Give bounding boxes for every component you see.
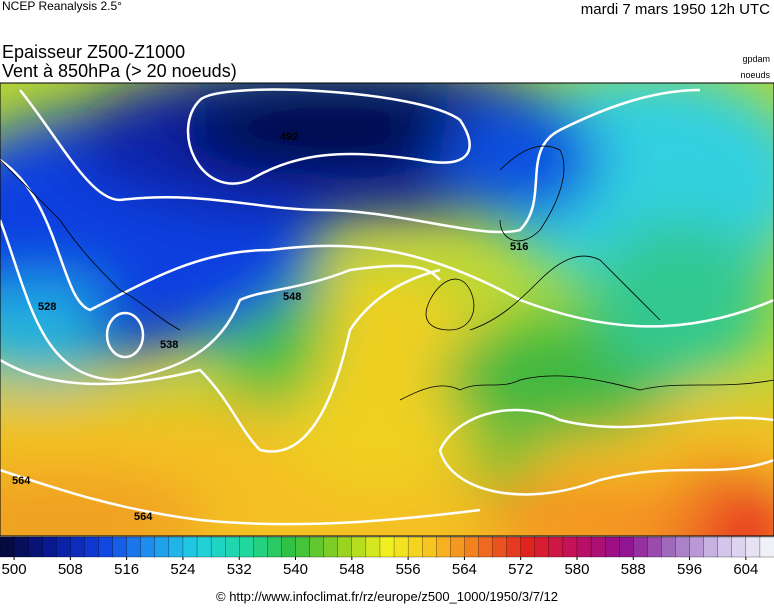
colorbar-tick-label: 604 <box>733 561 758 578</box>
colorbar-cell <box>168 536 184 558</box>
colorbar-cell <box>182 536 198 558</box>
colorbar-cell <box>548 536 564 558</box>
colorbar-cell <box>407 536 423 558</box>
map: 492 516 528 538 548 564 564 <box>0 83 774 536</box>
title-line2: Vent à 850hPa (> 20 noeuds) <box>2 61 237 81</box>
contour-label: 528 <box>38 301 56 313</box>
unit-wind: noeuds <box>740 70 770 80</box>
colorbar-cell <box>154 536 170 558</box>
colorbar-cell <box>717 536 733 558</box>
colorbar-cell <box>436 536 451 558</box>
colorbar-cell <box>661 536 677 558</box>
colorbar-cell <box>27 536 43 558</box>
contour-label: 564 <box>12 475 31 487</box>
colorbar-tick-label: 540 <box>283 561 308 578</box>
colorbar-tick-label: 556 <box>396 561 421 578</box>
colorbar-tick-label: 500 <box>2 561 27 578</box>
colorbar-cell <box>478 536 494 558</box>
colorbar-cell <box>534 536 550 558</box>
colorbar-cell <box>422 536 437 558</box>
colorbar-cell <box>590 536 606 558</box>
title-line1: Epaisseur Z500-Z1000 <box>2 42 185 62</box>
colorbar-tick-label: 596 <box>677 561 702 578</box>
colorbar-cell <box>323 536 339 558</box>
colorbar-cell <box>309 536 325 558</box>
colorbar-cell <box>604 536 620 558</box>
colorbar-tick-label: 508 <box>58 561 83 578</box>
colorbar-cell <box>112 536 128 558</box>
colorbar-cell <box>196 536 212 558</box>
colorbar-cell <box>689 536 705 558</box>
colorbar-cell <box>562 536 578 558</box>
colorbar-cell <box>365 536 381 558</box>
footer: © http://www.infoclimat.fr/rz/europe/z50… <box>216 589 558 604</box>
colorbar-cell <box>56 536 72 558</box>
colorbar-cell <box>351 536 367 558</box>
colorbar-tick-label: 588 <box>621 561 646 578</box>
colorbar-cell <box>576 536 592 558</box>
colorbar-cell <box>703 536 719 558</box>
colorbar-tick-label: 524 <box>170 561 195 578</box>
colorbar-tick-label: 572 <box>508 561 533 578</box>
colorbar-cell <box>253 536 269 558</box>
colorbar-cell <box>450 536 466 558</box>
colorbar-cell <box>675 536 691 558</box>
colorbar-tick-label: 532 <box>227 561 252 578</box>
colorbar-cell <box>731 536 747 558</box>
contour-label: 516 <box>510 241 528 253</box>
colorbar-cell <box>0 536 15 558</box>
colorbar-cell <box>210 536 226 558</box>
colorbar-cell <box>759 536 774 558</box>
colorbar-cell <box>745 536 761 558</box>
colorbar: 500 508 516 524 532 540 548 556 564 572 580 588 596 6… <box>0 536 774 578</box>
colorbar-cell <box>337 536 353 558</box>
colorbar-cell <box>281 536 297 558</box>
colorbar-cell <box>267 536 283 558</box>
date: mardi 7 mars 1950 12h UTC <box>581 1 770 18</box>
colorbar-cell <box>506 536 522 558</box>
colorbar-cell <box>140 536 156 558</box>
colorbar-cell <box>520 536 536 558</box>
map-frame <box>0 82 774 537</box>
colorbar-cell <box>70 536 86 558</box>
colorbar-tick-label: 516 <box>114 561 139 578</box>
colorbar-cell <box>84 536 100 558</box>
contour-label: 548 <box>283 291 301 303</box>
contour-label: 492 <box>280 131 298 143</box>
colorbar-cell <box>98 536 114 558</box>
colorbar-cell <box>379 536 395 558</box>
contour-label: 564 <box>134 511 153 523</box>
colorbar-cell <box>225 536 240 558</box>
colorbar-cell <box>393 536 409 558</box>
colorbar-cell <box>42 536 57 558</box>
colorbar-cell <box>239 536 254 558</box>
unit-thickness: gpdam <box>742 54 770 64</box>
contour-label: 538 <box>160 339 178 351</box>
colorbar-tick-label: 548 <box>339 561 364 578</box>
colorbar-cell <box>13 536 29 558</box>
source: NCEP Reanalysis 2.5° <box>2 0 122 13</box>
colorbar-cell <box>126 536 142 558</box>
colorbar-tick-label: 564 <box>452 561 477 578</box>
colorbar-cell <box>295 536 311 558</box>
colorbar-cell <box>464 536 480 558</box>
colorbar-cell <box>633 536 648 558</box>
colorbar-cell <box>647 536 663 558</box>
colorbar-cell <box>492 536 508 558</box>
colorbar-cell <box>619 536 634 558</box>
colorbar-tick-label: 580 <box>564 561 589 578</box>
